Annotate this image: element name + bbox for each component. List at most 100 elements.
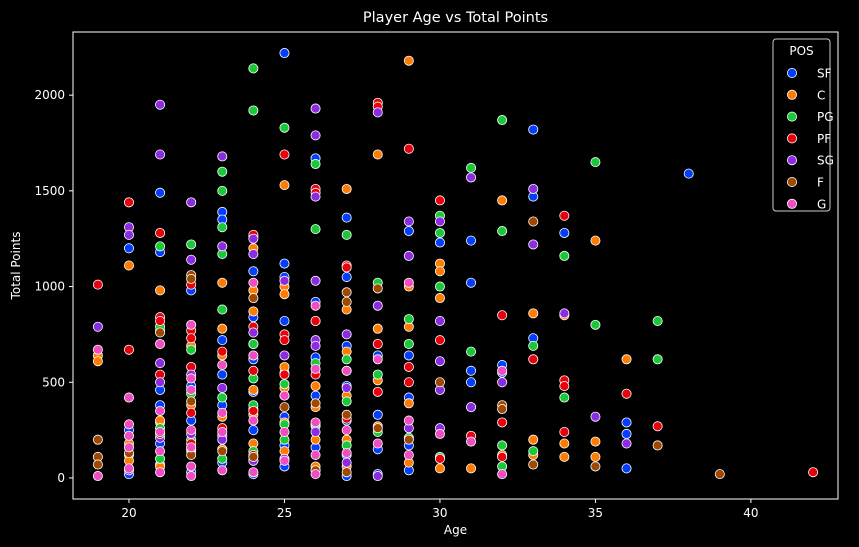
data-point <box>279 275 290 286</box>
data-point <box>372 354 383 365</box>
data-point <box>621 417 632 428</box>
data-point <box>528 434 539 445</box>
data-point <box>341 329 352 340</box>
data-point <box>528 124 539 135</box>
legend-label-sg: SG <box>817 154 834 168</box>
data-point <box>155 149 166 160</box>
data-point <box>497 417 508 428</box>
data-point <box>123 344 134 355</box>
data-point <box>434 335 445 346</box>
data-point <box>403 449 414 460</box>
data-point <box>186 396 197 407</box>
data-point <box>248 233 259 244</box>
data-point <box>403 226 414 237</box>
data-point <box>248 306 259 317</box>
data-point <box>217 360 228 371</box>
data-point <box>559 381 570 392</box>
legend-frame <box>772 38 831 212</box>
data-point <box>466 365 477 376</box>
data-point <box>248 384 259 395</box>
data-point <box>217 392 228 403</box>
data-point <box>186 471 197 482</box>
data-point <box>559 427 570 438</box>
data-point <box>403 377 414 388</box>
data-point <box>248 249 259 260</box>
points-layer <box>92 48 819 482</box>
data-point <box>372 423 383 434</box>
data-point <box>217 446 228 457</box>
series-pg <box>155 63 663 472</box>
data-point <box>590 436 601 447</box>
data-point <box>186 273 197 284</box>
data-point <box>155 285 166 296</box>
data-point <box>528 183 539 194</box>
data-point <box>497 469 508 480</box>
data-point <box>248 63 259 74</box>
data-point <box>372 386 383 397</box>
data-point <box>528 354 539 365</box>
x-tick-label: 30 <box>432 506 447 520</box>
data-point <box>279 149 290 160</box>
data-point <box>559 392 570 403</box>
data-point <box>186 373 197 384</box>
data-point <box>123 419 134 430</box>
data-point <box>434 237 445 248</box>
data-point <box>403 338 414 349</box>
data-point <box>279 427 290 438</box>
y-axis-title: Total Points <box>9 232 23 301</box>
data-point <box>217 185 228 196</box>
data-point <box>372 107 383 118</box>
data-point <box>372 300 383 311</box>
data-point <box>279 316 290 327</box>
data-point <box>559 227 570 238</box>
series-g <box>92 277 508 482</box>
data-point <box>186 384 197 395</box>
legend-label-pg: PG <box>817 110 834 124</box>
data-point <box>310 300 321 311</box>
data-point <box>310 103 321 114</box>
data-point <box>341 448 352 459</box>
data-point <box>217 407 228 418</box>
y-tick-label: 500 <box>42 375 65 389</box>
data-point <box>279 390 290 401</box>
data-point <box>279 180 290 191</box>
plot-area <box>72 31 839 500</box>
data-point <box>590 157 601 168</box>
data-point <box>341 396 352 407</box>
legend-marker-sf <box>787 68 798 79</box>
data-point <box>341 354 352 365</box>
data-point <box>466 277 477 288</box>
data-point <box>497 115 508 126</box>
data-point <box>279 335 290 346</box>
x-axis: 20 25 30 35 40 <box>121 499 759 520</box>
data-point <box>123 430 134 441</box>
data-point <box>434 428 445 439</box>
data-point <box>123 463 134 474</box>
data-point <box>310 417 321 428</box>
data-point <box>497 377 508 388</box>
data-point <box>217 427 228 438</box>
data-point <box>155 338 166 349</box>
data-point <box>155 187 166 198</box>
data-point <box>186 319 197 330</box>
x-tick-label: 20 <box>121 506 136 520</box>
data-point <box>434 227 445 238</box>
data-point <box>92 471 103 482</box>
data-point <box>310 398 321 409</box>
data-point <box>310 469 321 480</box>
y-tick-label: 2000 <box>34 88 65 102</box>
data-point <box>186 442 197 453</box>
data-point <box>559 210 570 221</box>
data-point <box>341 287 352 298</box>
data-point <box>466 377 477 388</box>
data-point <box>248 467 259 478</box>
data-point <box>217 241 228 252</box>
legend-marker-g <box>787 198 798 209</box>
data-point <box>279 350 290 361</box>
data-point <box>372 369 383 380</box>
data-point <box>310 340 321 351</box>
data-point <box>310 363 321 374</box>
data-point <box>341 365 352 376</box>
data-point <box>248 266 259 277</box>
